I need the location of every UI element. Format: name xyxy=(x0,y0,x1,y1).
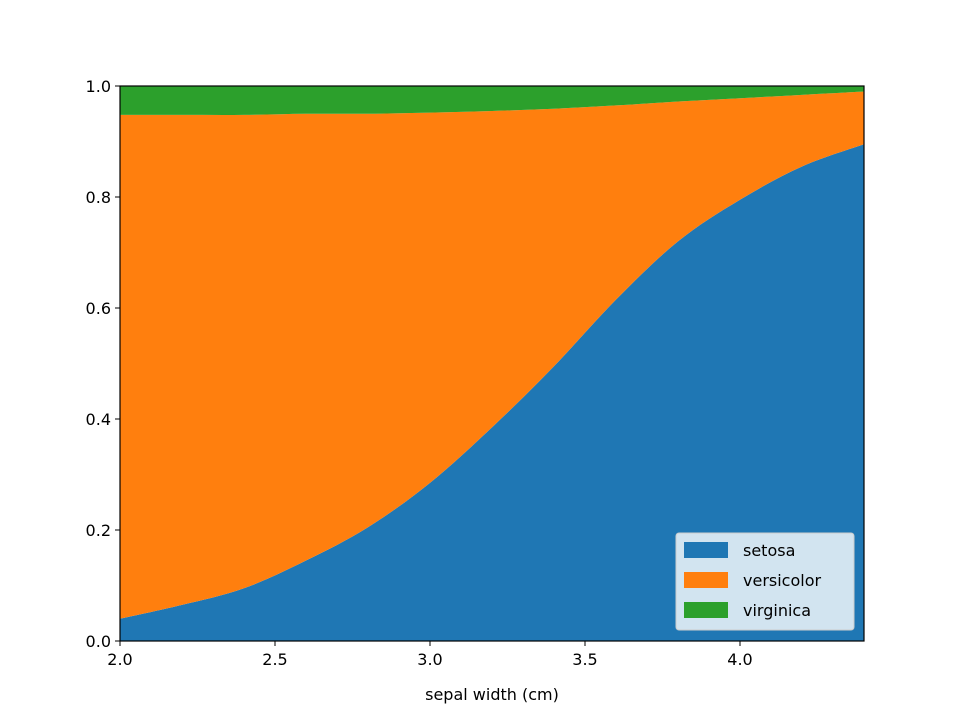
legend-swatch-virginica xyxy=(684,602,728,618)
area-setosa xyxy=(120,144,864,641)
x-axis-label: sepal width (cm) xyxy=(425,685,559,704)
legend-swatch-setosa xyxy=(684,542,728,558)
y-tick-label: 0.4 xyxy=(86,410,111,429)
x-tick-label: 2.5 xyxy=(262,650,287,669)
y-tick-label: 0.6 xyxy=(86,299,111,318)
y-tick-label: 0.0 xyxy=(86,632,111,651)
area-virginica xyxy=(120,86,864,115)
y-axis-ticks: 0.0 0.2 0.4 0.6 0.8 1.0 xyxy=(86,77,120,651)
legend-label-virginica: virginica xyxy=(743,601,811,620)
x-tick-label: 3.0 xyxy=(417,650,442,669)
x-tick-label: 3.5 xyxy=(572,650,597,669)
legend-swatch-versicolor xyxy=(684,572,728,588)
y-tick-label: 1.0 xyxy=(86,77,111,96)
area-versicolor xyxy=(120,91,864,619)
legend: setosa versicolor virginica xyxy=(675,532,855,631)
x-axis-ticks: 2.0 2.5 3.0 3.5 4.0 xyxy=(107,641,753,669)
y-tick-label: 0.8 xyxy=(86,188,111,207)
axes-frame xyxy=(119,85,865,642)
x-tick-label: 4.0 xyxy=(727,650,752,669)
plot-areas xyxy=(120,86,864,641)
legend-label-setosa: setosa xyxy=(743,541,795,560)
x-tick-label: 2.0 xyxy=(107,650,132,669)
y-tick-label: 0.2 xyxy=(86,521,111,540)
legend-label-versicolor: versicolor xyxy=(743,571,821,590)
